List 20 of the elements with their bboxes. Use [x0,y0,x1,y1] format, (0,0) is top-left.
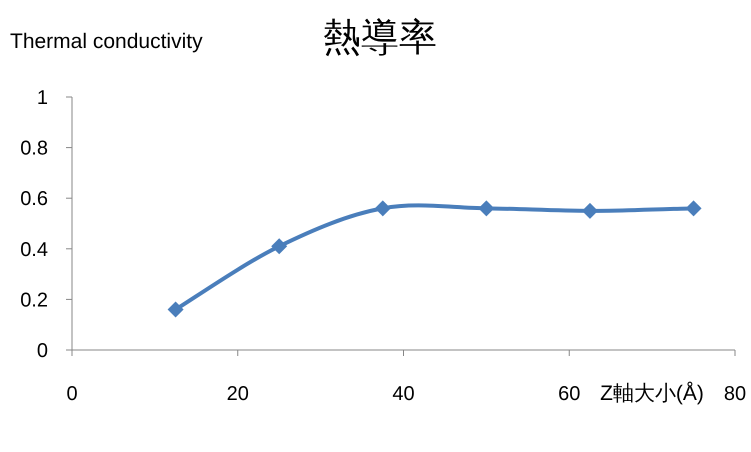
point [374,200,391,216]
point [582,202,598,219]
y-tick-label: 0 [36,340,48,362]
x-tick-label: 40 [392,383,415,405]
point [168,302,184,318]
x-tick-label: 80 [724,383,746,405]
chart-title: 熱導率 [323,17,437,59]
y-tick-label: 0.2 [20,289,48,312]
y-tick-label: 1 [36,87,48,109]
point [686,200,702,216]
x-axis-title: Z軸大小(Å) [600,381,704,405]
x-tick-label: 0 [66,383,78,405]
y-tick-label: 0.4 [20,238,48,261]
y-tick-label: 0.8 [20,138,48,160]
point [271,238,288,254]
point [478,200,494,216]
x-tick-label: 20 [226,383,249,405]
y-axis-title: Thermal conductivity [10,30,204,53]
x-tick-label: 60 [558,383,580,405]
y-tick-label: 0.6 [20,188,48,210]
